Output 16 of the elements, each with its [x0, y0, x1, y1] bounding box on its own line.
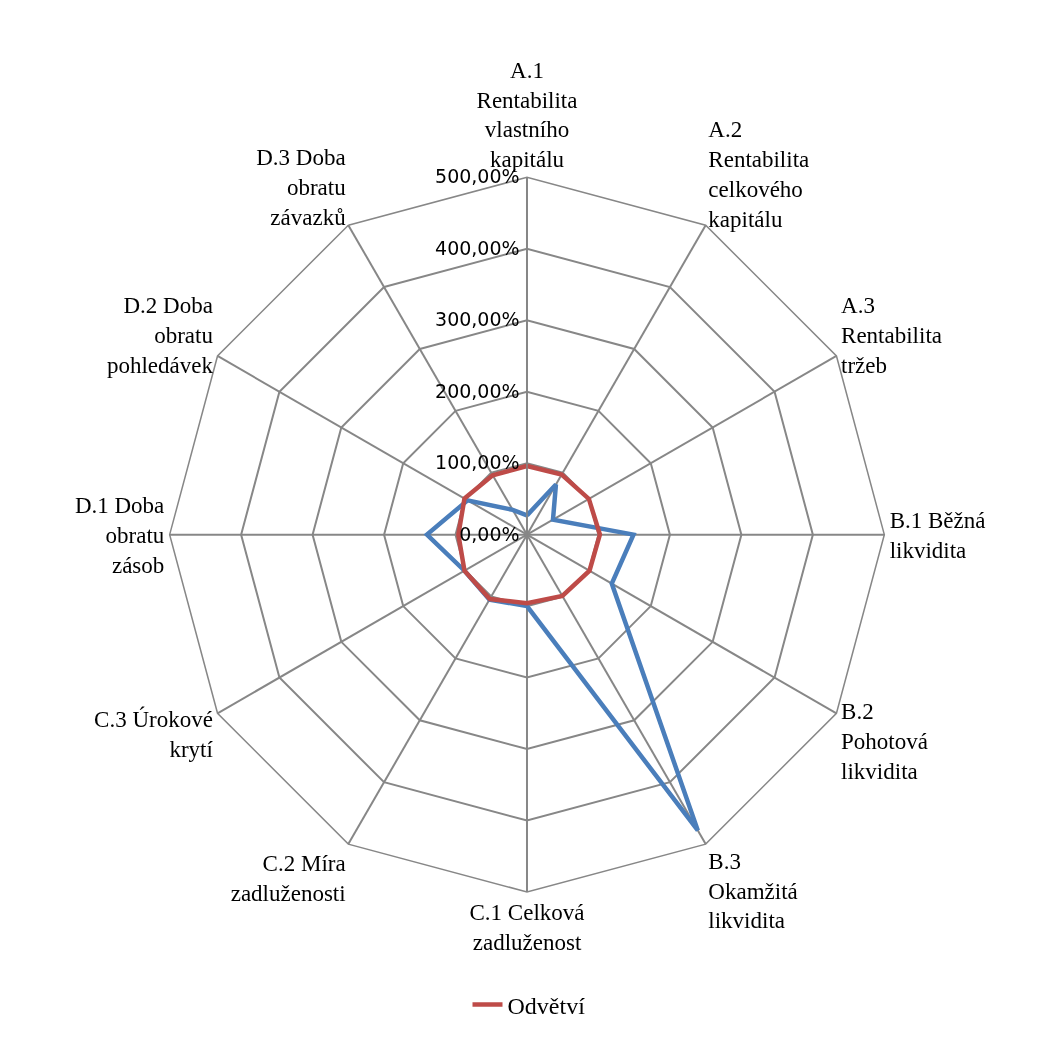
spoke-label: C.3 Úrokové krytí	[94, 705, 214, 762]
spoke-label: D.2 Doba obratu pohledávek	[106, 293, 214, 378]
spoke-label: B.1 Běžná likvidita	[889, 507, 986, 563]
spoke-label: D.1 Doba obratu zásob	[74, 492, 165, 578]
spoke-label: C.1 Celková zadluženost	[469, 900, 585, 956]
spoke-label: B.3 Okamžitá likvidita	[708, 848, 798, 934]
spoke-label: C.2 Míra zadluženosti	[230, 850, 346, 906]
y-tick-label: 400,00%	[435, 236, 520, 259]
spoke-label: B.2 Pohotová likvidita	[841, 699, 928, 785]
spoke-label: A.3 Rentabilita tržeb	[841, 293, 942, 378]
y-tick-label: 100,00%	[435, 451, 520, 474]
y-tick-label: 300,00%	[435, 308, 520, 331]
y-tick-label: 200,00%	[435, 379, 520, 402]
legend-label: Odvětví	[507, 992, 586, 1019]
spoke-label: A.2 Rentabilita celkového kapitálu	[708, 116, 810, 232]
spoke-label: D.3 Doba obratu závazků	[256, 144, 347, 230]
